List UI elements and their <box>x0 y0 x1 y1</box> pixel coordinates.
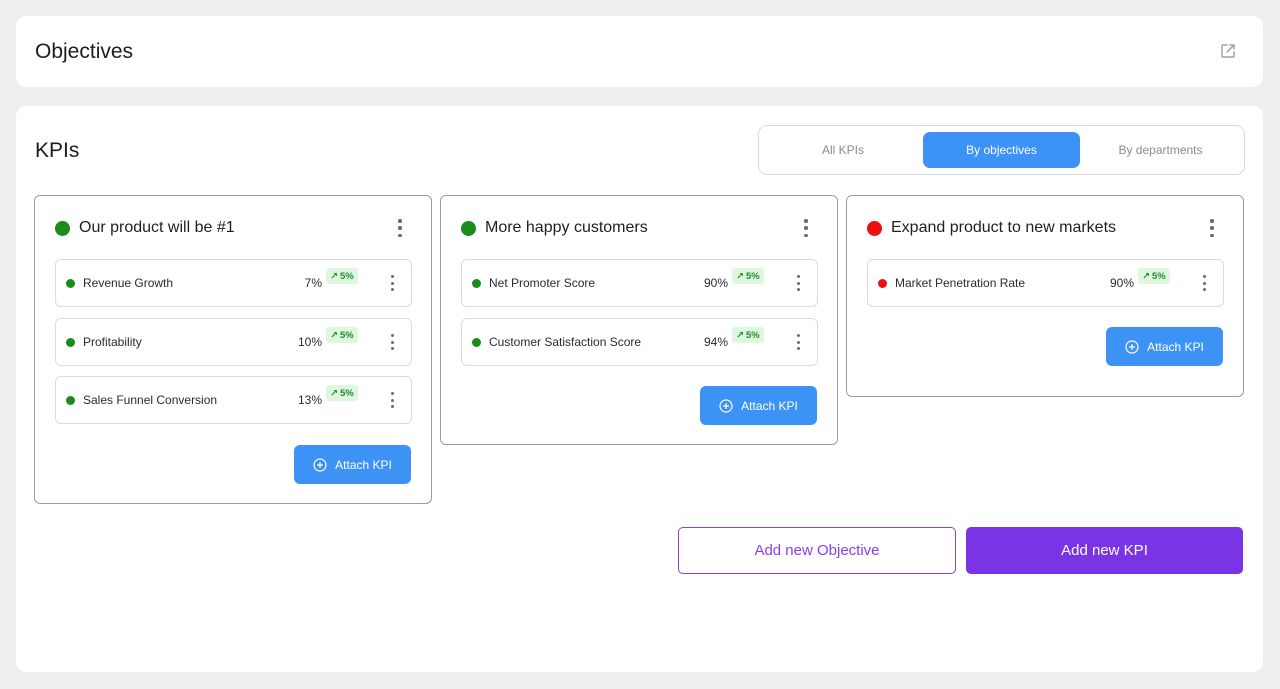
more-options-icon[interactable] <box>1199 274 1209 292</box>
more-options-icon[interactable] <box>387 274 397 292</box>
more-options-icon[interactable] <box>1207 218 1217 238</box>
kpis-panel: KPIs All KPIs By objectives By departmen… <box>16 106 1263 672</box>
kpi-value: 13% <box>297 393 322 407</box>
more-options-icon[interactable] <box>793 274 803 292</box>
status-dot <box>867 220 882 236</box>
kpi-value: 94% <box>703 335 728 349</box>
kpi-label: Net Promoter Score <box>489 276 596 290</box>
kpi-row[interactable]: Market Penetration Rate 90% ↗ 5% <box>867 259 1224 307</box>
trend-badge: ↗ 5% <box>1138 268 1170 284</box>
kpi-row[interactable]: Customer Satisfaction Score 94% ↗ 5% <box>461 318 818 366</box>
trend-up-icon: ↗ <box>1142 270 1150 282</box>
trend-badge: ↗ 5% <box>732 268 764 284</box>
kpi-label: Revenue Growth <box>83 276 174 290</box>
tab-all-kpis[interactable]: All KPIs <box>821 143 864 157</box>
objective-card: Expand product to new markets Market Pen… <box>846 195 1244 397</box>
page-title: Objectives <box>35 40 134 63</box>
plus-circle-icon <box>313 457 327 472</box>
add-objective-button[interactable]: Add new Objective <box>678 527 956 574</box>
kpi-value: 90% <box>1109 276 1134 290</box>
kpi-label: Market Penetration Rate <box>895 276 1026 290</box>
plus-circle-icon <box>1125 339 1139 354</box>
status-dot <box>66 396 75 405</box>
kpis-title: KPIs <box>35 139 80 162</box>
kpi-label: Profitability <box>83 335 142 349</box>
trend-up-icon: ↗ <box>736 329 744 341</box>
kpi-value: 90% <box>703 276 728 290</box>
status-dot <box>66 338 75 347</box>
trend-badge: ↗ 5% <box>326 327 358 343</box>
status-dot <box>461 220 476 236</box>
objective-title: Expand product to new markets <box>891 219 1117 236</box>
status-dot <box>472 279 481 288</box>
trend-badge: ↗ 5% <box>326 268 358 284</box>
more-options-icon[interactable] <box>793 333 803 351</box>
kpi-value: 10% <box>297 335 322 349</box>
attach-kpi-button[interactable]: Attach KPI <box>1106 327 1223 366</box>
trend-up-icon: ↗ <box>330 329 338 341</box>
kpi-label: Customer Satisfaction Score <box>489 335 642 349</box>
tab-by-objectives[interactable]: By objectives <box>923 132 1080 168</box>
kpi-row[interactable]: Sales Funnel Conversion 13% ↗ 5% <box>55 376 412 424</box>
objective-card: Our product will be #1 Revenue Growth 7%… <box>34 195 432 504</box>
status-dot <box>66 279 75 288</box>
view-switcher: All KPIs By objectives By departments <box>758 125 1245 175</box>
trend-up-icon: ↗ <box>330 387 338 399</box>
status-dot <box>55 220 70 236</box>
trend-badge: ↗ 5% <box>732 327 764 343</box>
more-options-icon[interactable] <box>387 391 397 409</box>
add-kpi-button[interactable]: Add new KPI <box>966 527 1243 574</box>
status-dot <box>472 338 481 347</box>
trend-badge: ↗ 5% <box>326 385 358 401</box>
trend-up-icon: ↗ <box>736 270 744 282</box>
objectives-header-panel: Objectives <box>16 16 1263 87</box>
status-dot <box>878 279 887 288</box>
objective-title: Our product will be #1 <box>79 219 235 236</box>
objective-title: More happy customers <box>485 219 648 236</box>
more-options-icon[interactable] <box>387 333 397 351</box>
external-link-icon[interactable] <box>1219 42 1237 60</box>
more-options-icon[interactable] <box>801 218 811 238</box>
more-options-icon[interactable] <box>395 218 405 238</box>
kpi-value: 7% <box>304 276 322 290</box>
attach-kpi-button[interactable]: Attach KPI <box>294 445 411 484</box>
objective-card: More happy customers Net Promoter Score … <box>440 195 838 445</box>
kpi-row[interactable]: Revenue Growth 7% ↗ 5% <box>55 259 412 307</box>
trend-up-icon: ↗ <box>330 270 338 282</box>
kpi-row[interactable]: Profitability 10% ↗ 5% <box>55 318 412 366</box>
plus-circle-icon <box>719 398 733 413</box>
attach-kpi-button[interactable]: Attach KPI <box>700 386 817 425</box>
tab-by-departments[interactable]: By departments <box>1118 143 1203 157</box>
kpi-label: Sales Funnel Conversion <box>83 393 218 407</box>
kpi-row[interactable]: Net Promoter Score 90% ↗ 5% <box>461 259 818 307</box>
